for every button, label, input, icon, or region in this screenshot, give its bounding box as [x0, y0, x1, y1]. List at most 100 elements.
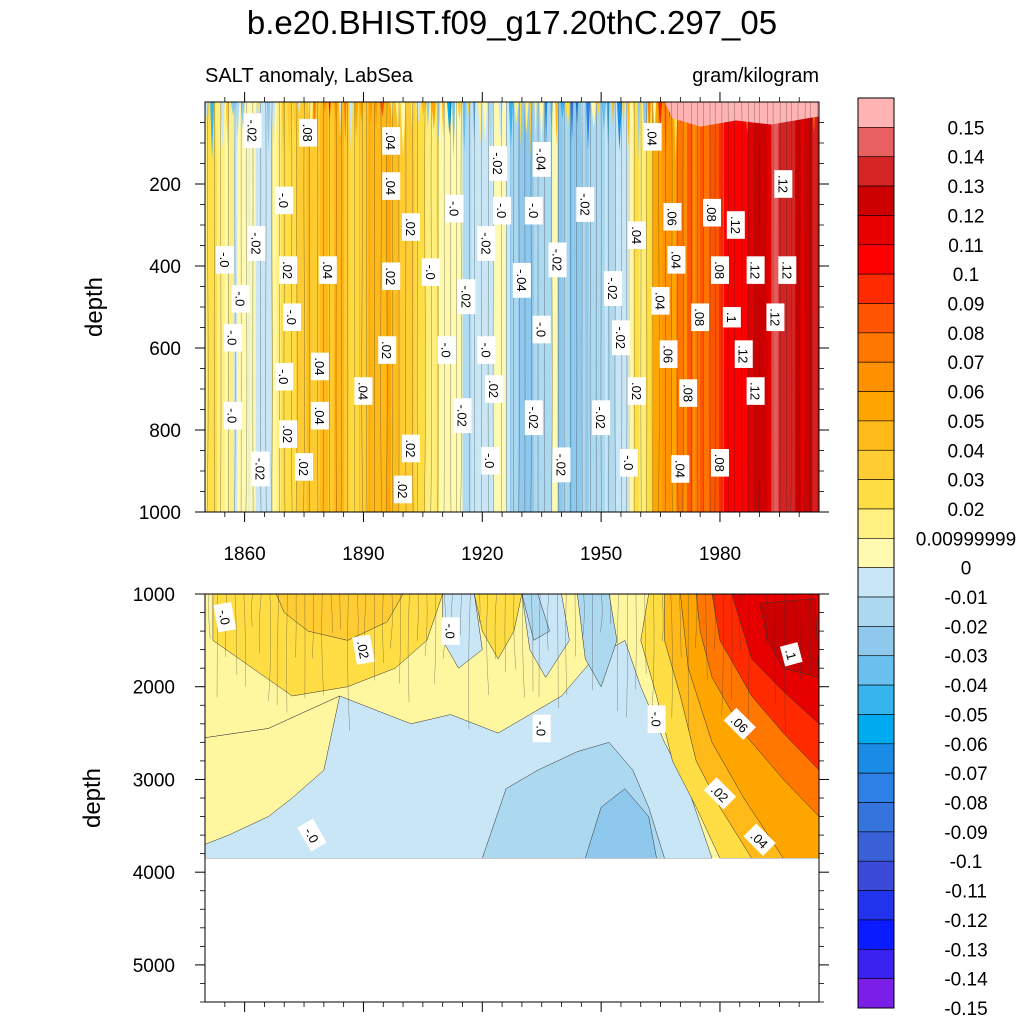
- colorbar-swatch: [857, 831, 895, 862]
- contour-line: [206, 102, 209, 512]
- contour-line: [330, 594, 333, 634]
- colorbar-label: -0.12: [944, 911, 987, 932]
- contour-line: [340, 102, 342, 512]
- svg-text:-.0: -.0: [225, 408, 240, 423]
- contour-label: -.02: [453, 398, 472, 434]
- salt-column-band: [443, 102, 452, 512]
- surface-spike: [627, 102, 630, 151]
- lower-positive-region: [759, 598, 819, 678]
- svg-text:.02: .02: [403, 439, 418, 457]
- surface-spike: [519, 102, 522, 148]
- svg-text:.02: .02: [354, 640, 372, 660]
- contour-label: .02: [279, 256, 298, 284]
- contour-line: [714, 594, 716, 650]
- colorbar-swatch: [857, 185, 895, 216]
- contour-label: .08: [703, 198, 722, 227]
- figure-title: b.e20.BHIST.f09_g17.20thC.297_05: [247, 4, 777, 41]
- contour-label: .1: [722, 307, 741, 328]
- contour-label: -.02: [457, 279, 476, 315]
- contour-label: .08: [691, 303, 710, 332]
- contour-line: [589, 102, 592, 512]
- svg-text:.04: .04: [383, 177, 398, 195]
- salt-column-band: [736, 102, 743, 512]
- svg-text:-.0: -.0: [276, 369, 291, 384]
- lower-y-tick-label: 4000: [133, 863, 175, 884]
- colorbar-label: 0.12: [948, 206, 985, 227]
- contour-label: .12: [726, 211, 745, 239]
- contour-line: [626, 594, 628, 718]
- contour-line: [682, 102, 684, 512]
- contour-label: .12: [774, 170, 793, 198]
- contour-label: .04: [382, 127, 401, 155]
- contour-line: [741, 102, 743, 512]
- svg-text:.08: .08: [712, 454, 727, 472]
- colorbar-label: 0.02: [948, 500, 985, 521]
- lower-negative-region: [577, 594, 618, 688]
- salt-column-band: [478, 102, 484, 512]
- svg-text:-.02: -.02: [252, 458, 267, 480]
- salt-column-band: [607, 102, 616, 512]
- contour-label: .02: [295, 453, 314, 481]
- svg-text:-.02: -.02: [245, 119, 260, 141]
- contour-line: [382, 594, 384, 664]
- contour-line: [695, 594, 698, 649]
- svg-text:.08: .08: [300, 124, 315, 142]
- svg-text:.06: .06: [660, 345, 675, 363]
- contour-line: [600, 594, 603, 633]
- lower-y-tick-label: 1000: [133, 585, 175, 606]
- svg-text:.12: .12: [736, 345, 751, 363]
- svg-text:.04: .04: [355, 382, 370, 400]
- contour-line: [804, 102, 806, 512]
- salt-column-band: [370, 102, 380, 512]
- contour-line: [538, 594, 541, 698]
- upper-y-tick-label: 600: [149, 339, 181, 360]
- colorbar-swatch: [857, 655, 895, 686]
- svg-text:-.0: -.0: [494, 203, 509, 218]
- salt-column-band: [493, 102, 498, 512]
- surface-spike: [261, 102, 266, 155]
- surface-spike: [544, 102, 548, 154]
- svg-text:.02: .02: [379, 341, 394, 359]
- contour-line: [416, 594, 419, 641]
- lower-contour-labels: -.0.02-.0-.0-.0.06.1.02.04-.0: [213, 602, 803, 856]
- contour-line: [283, 102, 286, 512]
- svg-text:.02: .02: [629, 382, 644, 400]
- svg-text:.04: .04: [672, 460, 687, 478]
- colorbar-label: 0.15: [948, 118, 985, 139]
- svg-text:-.0: -.0: [423, 265, 438, 280]
- contour-label: -.02: [548, 242, 567, 278]
- contour-label: .08: [679, 379, 698, 407]
- colorbar-label: -0.06: [944, 735, 987, 756]
- surface-spike: [220, 102, 225, 150]
- contour-line: [531, 594, 534, 692]
- contour-line: [547, 594, 550, 651]
- contour-label: -.0: [619, 448, 638, 477]
- surface-spike: [344, 102, 347, 143]
- svg-text:.12: .12: [775, 175, 790, 193]
- colorbar-label: -0.05: [944, 705, 987, 726]
- colorbar-swatch: [857, 127, 895, 158]
- contour-label: -.0: [441, 617, 460, 645]
- salt-column-band: [475, 102, 481, 512]
- surface-spike: [230, 102, 236, 116]
- contour-label: -.04: [532, 141, 551, 177]
- salt-column-band: [683, 102, 687, 512]
- svg-text:.02: .02: [383, 267, 398, 285]
- contour-label: -.02: [251, 451, 270, 487]
- contour-label: -.04: [512, 262, 531, 298]
- colorbar-label: 0.06: [948, 383, 985, 404]
- contour-line: [758, 102, 761, 512]
- surface-spike: [472, 102, 476, 143]
- salt-column-band: [276, 102, 281, 512]
- x-tick-label: 1920: [461, 544, 503, 565]
- svg-text:-.0: -.0: [216, 608, 233, 626]
- contour-line: [574, 594, 576, 657]
- contour-label: .02: [703, 777, 737, 810]
- contour-line: [258, 594, 262, 654]
- colorbar-swatch: [857, 919, 895, 950]
- contour-label: .12: [766, 303, 785, 332]
- salt-column-band: [511, 102, 519, 512]
- salt-column-band: [574, 102, 578, 512]
- surface-spike: [323, 102, 327, 114]
- svg-text:.06: .06: [664, 208, 679, 226]
